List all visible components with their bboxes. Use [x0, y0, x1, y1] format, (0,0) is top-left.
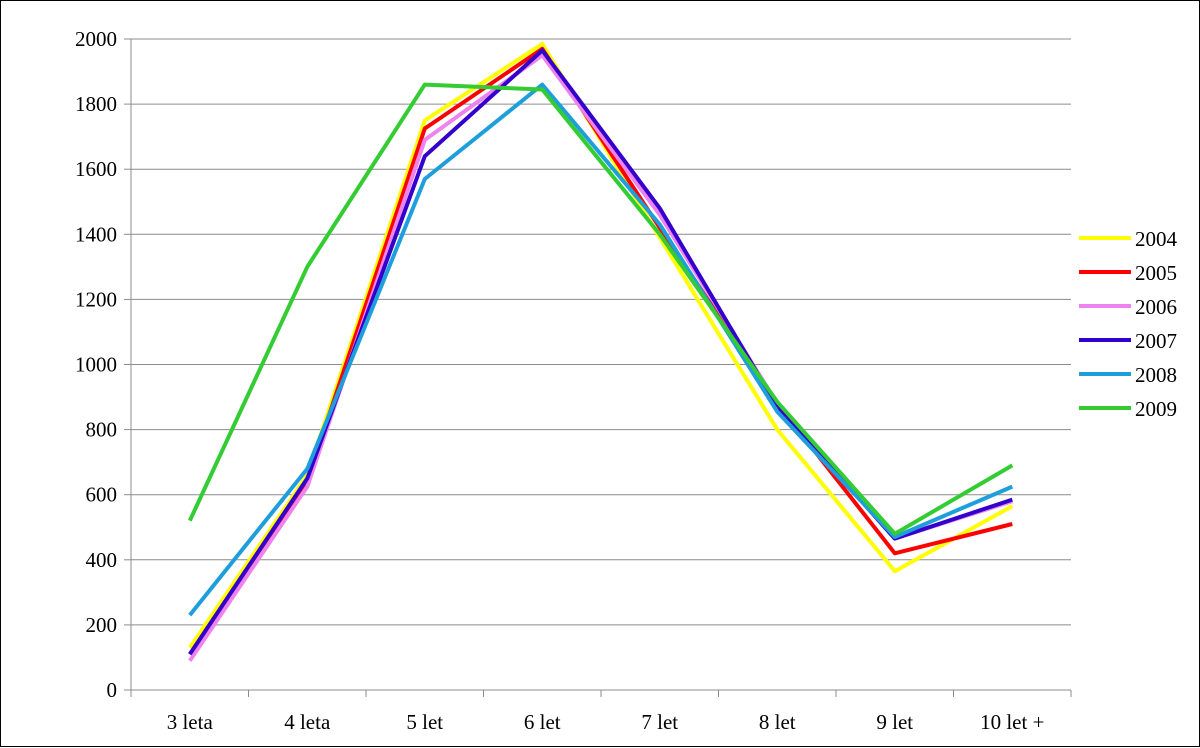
series-line-2008	[188, 82, 1014, 617]
y-tick-label: 0	[107, 678, 118, 702]
y-tick-label: 2000	[75, 27, 117, 51]
legend-label: 2006	[1135, 295, 1177, 319]
legend: 2004 2005 2006 2007 2008 2009	[1079, 227, 1178, 421]
y-tick-label: 1200	[75, 287, 117, 311]
x-tick-label: 9 let	[876, 710, 913, 734]
legend-label: 2009	[1135, 397, 1177, 421]
series-line-2006	[188, 53, 1013, 662]
y-tick-label: 800	[86, 418, 118, 442]
legend-label: 2005	[1135, 261, 1177, 285]
legend-label: 2004	[1135, 227, 1178, 251]
x-tick-label: 10 let +	[980, 710, 1044, 734]
y-tick-labels: 0 200 400 600 800 1000 1200 1400 1600 1800 2000	[75, 27, 117, 702]
series-line-2009	[187, 82, 1014, 536]
x-tick-label: 3 leta	[167, 710, 214, 734]
y-tick-label: 1400	[75, 222, 117, 246]
x-tick-label: 8 let	[759, 710, 796, 734]
legend-label: 2008	[1135, 363, 1177, 387]
x-tick-label: 6 let	[524, 710, 561, 734]
x-tick-label: 4 leta	[284, 710, 331, 734]
legend-label: 2007	[1135, 329, 1177, 353]
y-tick-label: 1600	[75, 157, 117, 181]
y-tick-label: 400	[86, 548, 118, 572]
y-tick-label: 1800	[75, 92, 117, 116]
x-tick-label: 5 let	[406, 710, 443, 734]
y-tick-label: 200	[86, 613, 118, 637]
y-tick-label: 1000	[75, 353, 117, 377]
x-tick-labels: 3 leta 4 leta 5 let 6 let 7 let 8 let 9 let 10 …	[167, 710, 1045, 734]
series-lines	[187, 41, 1014, 662]
y-tick-label: 600	[86, 483, 118, 507]
x-tick-label: 7 let	[641, 710, 678, 734]
axes	[124, 38, 1072, 697]
